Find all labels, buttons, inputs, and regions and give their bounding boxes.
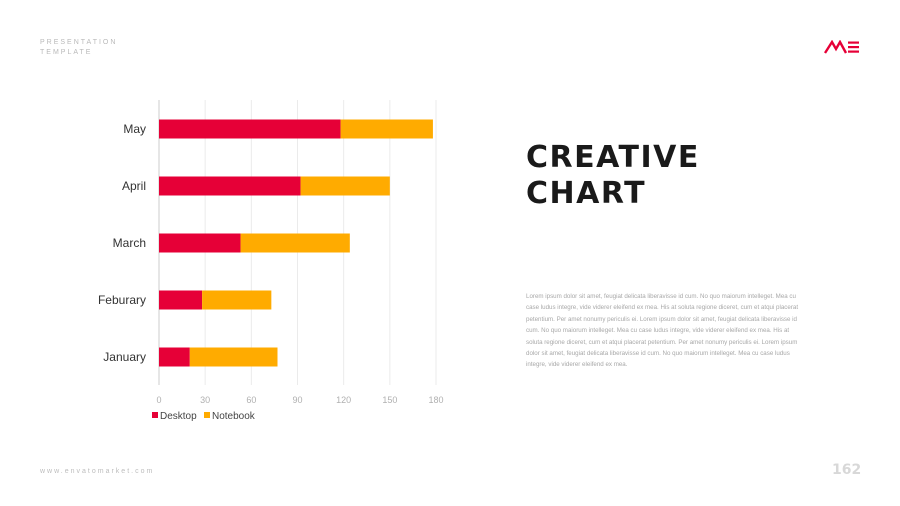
bar-notebook — [300, 176, 390, 196]
legend-swatch-notebook — [204, 412, 210, 418]
category-label: Feburary — [98, 293, 146, 307]
brand-line-1: PRESENTATION — [40, 39, 118, 46]
x-tick-label: 150 — [382, 395, 397, 405]
bar-desktop — [159, 176, 301, 196]
bar-desktop — [159, 347, 190, 367]
x-tick-label: 60 — [246, 395, 256, 405]
bar-desktop — [159, 119, 341, 139]
bar-desktop — [159, 290, 203, 310]
me-logo-icon — [824, 40, 859, 54]
category-label: May — [123, 122, 146, 136]
category-label: March — [113, 236, 146, 250]
legend-label-desktop: Desktop — [160, 411, 197, 422]
page-number: 162 — [832, 462, 862, 478]
legend-label-notebook: Notebook — [212, 411, 256, 422]
x-tick-label: 90 — [292, 395, 302, 405]
title-line-1: CREATIVE — [526, 140, 700, 175]
bar-notebook — [189, 347, 278, 367]
title-line-2: CHART — [526, 176, 647, 211]
legend-swatch-desktop — [152, 412, 158, 418]
bar-desktop — [159, 233, 241, 253]
category-label: January — [103, 350, 146, 364]
x-tick-label: 0 — [156, 395, 161, 405]
category-label: April — [122, 179, 146, 193]
page-title: CREATIVE CHART — [526, 140, 700, 212]
body-paragraph: Lorem ipsum dolor sit amet, feugiat deli… — [526, 293, 799, 369]
x-tick-label: 30 — [200, 395, 210, 405]
x-tick-label: 120 — [336, 395, 351, 405]
bar-notebook — [340, 119, 433, 139]
bar-notebook — [240, 233, 350, 253]
x-tick-label: 180 — [428, 395, 443, 405]
brand-label: PRESENTATION TEMPLATE — [40, 38, 117, 58]
bar-notebook — [202, 290, 272, 310]
brand-line-2: TEMPLATE — [40, 49, 93, 56]
footer-url: www.envatomarket.com — [40, 468, 155, 475]
stacked-bar-chart: 0 30 60 90 120 150 180 May April March Feburary Jan… — [98, 100, 444, 422]
